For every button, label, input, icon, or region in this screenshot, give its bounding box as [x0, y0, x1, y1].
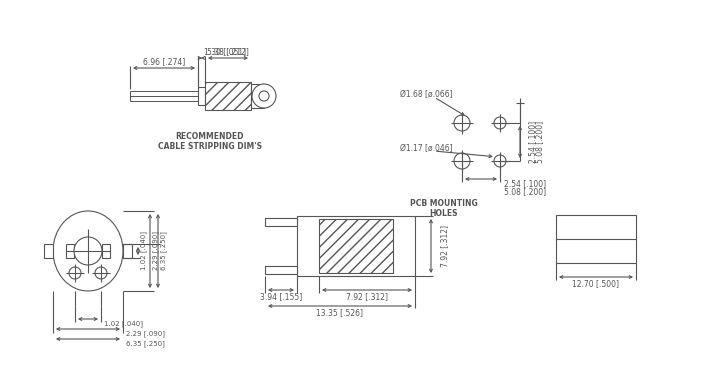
Text: 6.35 [.250]: 6.35 [.250] [161, 231, 167, 271]
Bar [102, 244, 110, 258]
Circle shape [259, 91, 269, 101]
Text: 12.70 [.500]: 12.70 [.500] [572, 280, 619, 289]
Circle shape [95, 267, 107, 279]
Text: 7.92 [.312]: 7.92 [.312] [346, 292, 388, 301]
Text: Ø1.17 [ø.046]: Ø1.17 [ø.046] [400, 145, 453, 154]
Text: 2.29 [.090]: 2.29 [.090] [153, 231, 159, 271]
Text: 5.38 [.212]: 5.38 [.212] [207, 47, 249, 57]
Bar [265, 266, 297, 274]
Circle shape [454, 153, 470, 169]
Text: 6.96 [.274]: 6.96 [.274] [143, 57, 185, 66]
Text: 13.35 [.526]: 13.35 [.526] [317, 308, 364, 317]
Bar [198, 87, 205, 105]
Text: 1.30 [.051]: 1.30 [.051] [204, 47, 246, 57]
Text: 7.92 [.312]: 7.92 [.312] [441, 225, 449, 267]
Text: 6.35 [.250]: 6.35 [.250] [126, 341, 165, 347]
Text: 5.08 [.200]: 5.08 [.200] [504, 188, 546, 197]
Text: PCB MOUNTING
HOLES: PCB MOUNTING HOLES [410, 199, 478, 219]
Circle shape [454, 115, 470, 131]
Text: 1.02 [.040]: 1.02 [.040] [140, 231, 148, 271]
Text: 5.08 [.200]: 5.08 [.200] [536, 121, 544, 163]
Bar [44, 244, 53, 258]
Bar [556, 215, 636, 263]
Circle shape [494, 155, 506, 167]
Bar [319, 219, 393, 273]
Circle shape [74, 237, 102, 265]
Text: 1.02 [.040]: 1.02 [.040] [104, 321, 143, 327]
Text: RECOMMENDED
CABLE STRIPPING DIM'S: RECOMMENDED CABLE STRIPPING DIM'S [158, 132, 262, 151]
Bar [66, 244, 74, 258]
Text: Ø1.68 [ø.066]: Ø1.68 [ø.066] [400, 90, 453, 99]
Bar [205, 82, 251, 110]
Circle shape [494, 117, 506, 129]
Text: 2.54 [.100]: 2.54 [.100] [504, 179, 546, 188]
Bar [251, 84, 264, 108]
Circle shape [69, 267, 81, 279]
Ellipse shape [53, 211, 123, 291]
Text: 2.54 [.100]: 2.54 [.100] [528, 121, 538, 163]
Bar [265, 218, 297, 226]
Circle shape [252, 84, 276, 108]
Bar [123, 244, 132, 258]
Text: 3.94 [.155]: 3.94 [.155] [260, 292, 302, 301]
Text: 2.29 [.090]: 2.29 [.090] [126, 331, 165, 337]
Bar [297, 216, 415, 276]
